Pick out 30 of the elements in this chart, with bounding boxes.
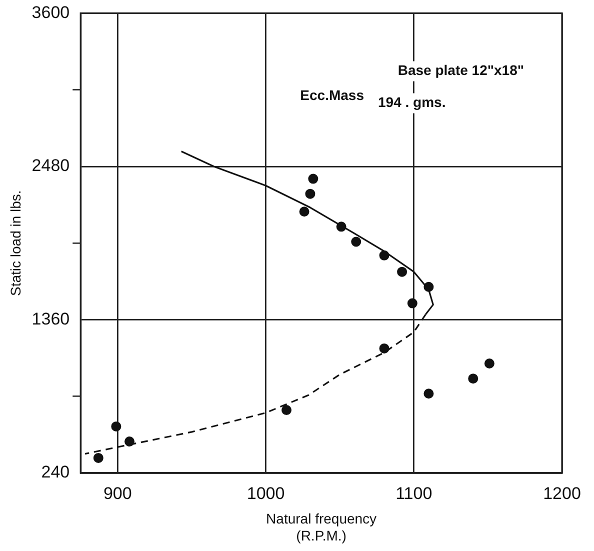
y-tick-label: 1360	[32, 309, 70, 328]
y-tick-label: 3600	[32, 2, 70, 22]
point	[484, 358, 494, 369]
y-tick-label: 240	[41, 462, 70, 482]
point	[424, 282, 434, 292]
annotation: Base plate 12"x18"	[398, 62, 524, 78]
point	[305, 188, 316, 199]
x-tick-label: 1200	[543, 484, 581, 503]
y-tick-label: 2480	[32, 156, 70, 176]
x-axis-title: Natural frequency (R.P.M.)	[266, 510, 377, 544]
point	[111, 421, 122, 432]
point	[397, 266, 408, 277]
point	[299, 206, 310, 217]
x-tick-label: 1100	[396, 484, 432, 503]
annotation: 194 . gms.	[378, 94, 446, 110]
point	[407, 298, 418, 308]
point	[336, 222, 346, 232]
x-tick-label: 900	[103, 484, 132, 503]
point	[93, 452, 104, 463]
point	[282, 405, 292, 416]
point	[308, 174, 318, 184]
x-tick-label: 1000	[246, 484, 285, 503]
point	[379, 343, 390, 354]
point	[468, 374, 478, 384]
point	[379, 250, 390, 260]
point	[124, 436, 134, 447]
y-axis-title: Static load in lbs.	[7, 190, 24, 296]
point	[351, 236, 362, 247]
point	[424, 388, 434, 399]
annotation: Ecc.Mass	[300, 87, 364, 104]
